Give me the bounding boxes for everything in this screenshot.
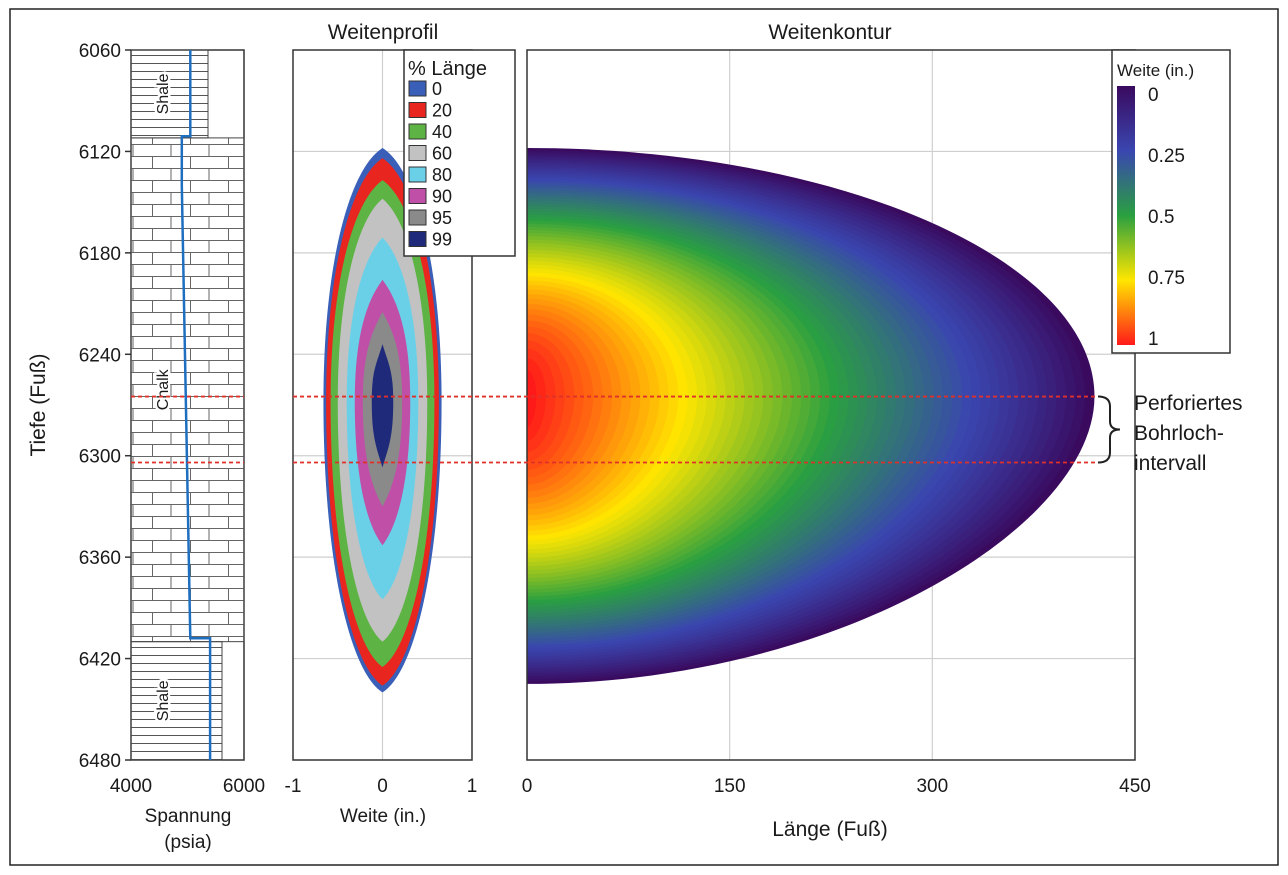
length-tick-label: 300 xyxy=(916,776,948,797)
perforation-label-line: Perforiertes xyxy=(1134,392,1243,415)
width-colorbar: Weite (in.) 0 0.25 0.5 0.75 1 xyxy=(1111,49,1231,354)
legend-label-90: 90 xyxy=(432,187,452,207)
colorbar-tick-label: 0 xyxy=(1148,85,1159,106)
length-tick-label: 450 xyxy=(1119,776,1151,797)
legend-label-95: 95 xyxy=(432,208,452,228)
width-tick-label: -1 xyxy=(285,776,302,797)
legend-label-40: 40 xyxy=(432,122,452,142)
legend-label-80: 80 xyxy=(432,165,452,185)
profile-band-99 xyxy=(371,344,394,468)
depth-tick-label: 6480 xyxy=(79,751,121,772)
perforation-label: Perforiertes Bohrloch-intervall xyxy=(1134,392,1243,475)
contour-level xyxy=(527,370,537,427)
lithology-layer-shale: Shale xyxy=(130,49,209,139)
width-tick-label: 1 xyxy=(467,776,478,797)
legend-swatch-80 xyxy=(408,166,427,183)
width-profile-panel: Weitenprofil -1 0 1 Weite (in.) % Länge020… xyxy=(285,21,516,827)
legend-swatch-0 xyxy=(408,80,427,97)
stress-tick-label: 6000 xyxy=(223,776,265,797)
stress-panel: Shale Chalk Shale 6060 6120 6180 6240 6300 6360… xyxy=(27,41,265,853)
colorbar-title: Weite (in.) xyxy=(1117,61,1194,80)
lithology-layer-chalk: Chalk xyxy=(130,137,245,643)
perforation-label-line: intervall xyxy=(1134,452,1206,475)
legend-label-0: 0 xyxy=(432,79,442,99)
lithology-label: Shale xyxy=(155,73,172,114)
depth-tick-label: 6120 xyxy=(79,142,121,163)
legend-label-99: 99 xyxy=(432,230,452,250)
lithology-label-text: Shale xyxy=(155,73,172,114)
legend-swatch-40 xyxy=(408,123,427,140)
colorbar-tick-label: 0.5 xyxy=(1148,207,1174,228)
width-contour-panel: Weitenkontur 0 150 300 450 Länge (Fuß) Weit… xyxy=(522,21,1231,841)
lithology-label: Shale xyxy=(155,680,172,721)
lithology-layer-shale: Shale xyxy=(130,641,223,761)
legend-title: % Länge xyxy=(408,58,487,80)
colorbar-gradient xyxy=(1117,86,1135,345)
stress-profile-line xyxy=(180,50,212,760)
legend-label-20: 20 xyxy=(432,101,452,121)
width-contour-axes-frame xyxy=(526,49,1136,761)
legend-swatch-95 xyxy=(408,209,427,226)
legend-swatch-60 xyxy=(408,145,427,161)
stress-x-axis-label-line: (psia) xyxy=(164,832,212,853)
stress-x-axis-label: Spannung (psia) xyxy=(145,806,232,853)
figure-frame xyxy=(9,8,1279,866)
perforated-interval: Perforiertes Bohrloch-intervall xyxy=(131,392,1243,475)
legend-swatch-99 xyxy=(408,231,427,247)
depth-tick-label: 6180 xyxy=(79,244,121,265)
width-contour-title: Weitenkontur xyxy=(768,21,891,44)
depth-tick-label: 6420 xyxy=(79,650,121,671)
width-contour-x-axis-label: Länge (Fuß) xyxy=(772,818,888,841)
colorbar-tick-label: 1 xyxy=(1148,329,1159,350)
legend-swatch-20 xyxy=(408,102,427,118)
width-profile-title: Weitenprofil xyxy=(328,21,439,44)
depth-tick-label: 6360 xyxy=(79,548,121,569)
depth-tick-label: 6240 xyxy=(79,345,121,366)
lithology-fill-shale xyxy=(130,49,209,139)
width-profile-axes-frame xyxy=(292,49,473,761)
lithology-label-text: Chalk xyxy=(155,368,172,410)
lithology-label: Chalk xyxy=(155,368,172,410)
perforation-brace xyxy=(1097,395,1121,464)
length-tick-label: 150 xyxy=(714,776,746,797)
lithology-fill-shale xyxy=(130,641,223,761)
colorbar-tick-label: 0.25 xyxy=(1148,146,1185,167)
depth-tick-label: 6300 xyxy=(79,447,121,468)
legend-label-60: 60 xyxy=(432,144,452,164)
legend-swatch-90 xyxy=(408,188,427,204)
stress-tick-label: 4000 xyxy=(110,776,152,797)
lithology-label-text: Shale xyxy=(155,680,172,721)
length-tick-label: 0 xyxy=(522,776,533,797)
depth-tick-label: 6060 xyxy=(79,41,121,62)
stress-x-axis-label-line: Spannung xyxy=(145,806,232,827)
depth-y-axis-label: Tiefe (Fuß) xyxy=(27,353,50,456)
width-profile-x-axis-label: Weite (in.) xyxy=(340,806,426,827)
colorbar-tick-label: 0.75 xyxy=(1148,268,1185,289)
width-tick-label: 0 xyxy=(377,776,388,797)
lithology-fill-chalk xyxy=(130,137,245,643)
perforation-label-line: Bohrloch- xyxy=(1134,422,1224,445)
